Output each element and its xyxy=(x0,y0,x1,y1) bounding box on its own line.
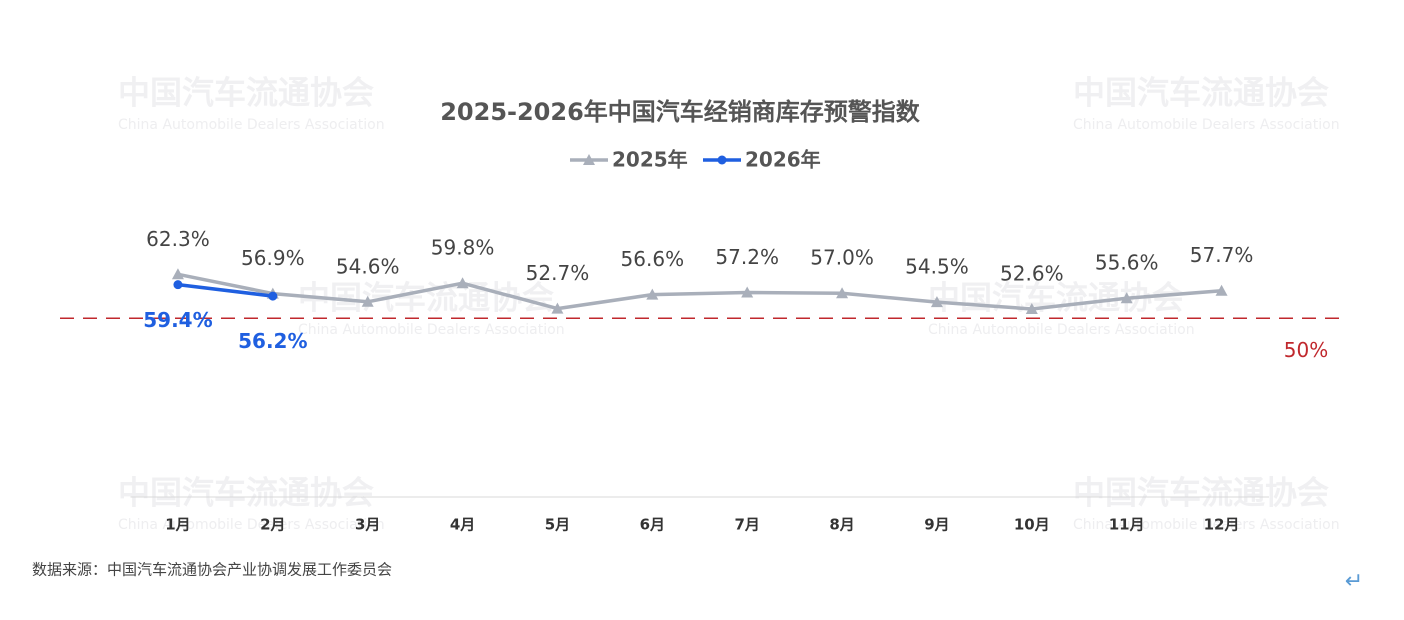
x-tick-label: 3月 xyxy=(355,516,380,534)
data-label: 54.5% xyxy=(905,255,969,279)
data-point xyxy=(361,295,374,307)
watermark-en: China Automobile Dealers Association xyxy=(1073,117,1340,133)
watermark-cn: 中国汽车流通协会 xyxy=(118,74,374,112)
data-point xyxy=(836,287,849,299)
data-point xyxy=(930,296,943,308)
data-label: 59.4% xyxy=(143,308,212,332)
x-tick-label: 4月 xyxy=(450,516,475,534)
data-point xyxy=(173,280,183,290)
source-note: 数据来源：中国汽车流通协会产业协调发展工作委员会 xyxy=(32,561,392,579)
data-label: 56.9% xyxy=(241,246,305,270)
watermark-en: China Automobile Dealers Association xyxy=(118,117,385,133)
data-label: 57.7% xyxy=(1190,243,1254,267)
x-tick-label: 5月 xyxy=(545,516,570,534)
x-tick-label: 10月 xyxy=(1014,516,1050,534)
watermark-en: China Automobile Dealers Association xyxy=(1073,517,1340,533)
data-point xyxy=(268,291,278,301)
data-point xyxy=(1025,302,1038,314)
data-point xyxy=(1120,292,1133,304)
x-tick-label: 7月 xyxy=(734,516,759,534)
x-tick-label: 1月 xyxy=(165,516,190,534)
data-label: 52.7% xyxy=(526,261,590,285)
series-line xyxy=(177,282,274,298)
series-line xyxy=(177,272,1222,311)
data-label: 56.6% xyxy=(621,247,685,271)
watermark-en: China Automobile Dealers Association xyxy=(118,517,385,533)
cursor-symbol: ↵ xyxy=(1345,569,1363,594)
watermark-cn: 中国汽车流通协会 xyxy=(1073,474,1329,512)
data-label: 57.2% xyxy=(715,245,779,269)
reference-label: 50% xyxy=(1284,338,1328,362)
x-tick-label: 2月 xyxy=(260,516,285,534)
data-label: 59.8% xyxy=(431,236,495,260)
watermark-en: China Automobile Dealers Association xyxy=(298,322,565,338)
data-label: 57.0% xyxy=(810,246,874,270)
x-tick-label: 6月 xyxy=(640,516,665,534)
watermark-cn: 中国汽车流通协会 xyxy=(118,474,374,512)
data-point xyxy=(171,268,184,280)
x-tick-label: 12月 xyxy=(1204,516,1240,534)
chart-title: 2025-2026年中国汽车经销商库存预警指数 xyxy=(440,98,921,126)
legend-label: 2026年 xyxy=(745,148,821,172)
x-tick-label: 9月 xyxy=(924,516,949,534)
data-point xyxy=(1215,284,1228,296)
watermark-en: China Automobile Dealers Association xyxy=(928,322,1195,338)
x-tick-label: 8月 xyxy=(829,516,854,534)
data-point xyxy=(646,288,659,300)
watermark-cn: 中国汽车流通协会 xyxy=(1073,74,1329,112)
data-label: 55.6% xyxy=(1095,251,1159,275)
data-label: 62.3% xyxy=(146,227,210,251)
data-label: 54.6% xyxy=(336,254,400,278)
data-point xyxy=(456,277,469,289)
data-label: 56.2% xyxy=(238,329,307,353)
data-label: 52.6% xyxy=(1000,261,1064,285)
x-tick-label: 11月 xyxy=(1109,516,1145,534)
data-point xyxy=(741,286,754,298)
legend-label: 2025年 xyxy=(612,148,688,172)
data-point xyxy=(551,302,564,314)
legend-marker xyxy=(717,155,727,165)
legend-marker xyxy=(583,154,595,165)
